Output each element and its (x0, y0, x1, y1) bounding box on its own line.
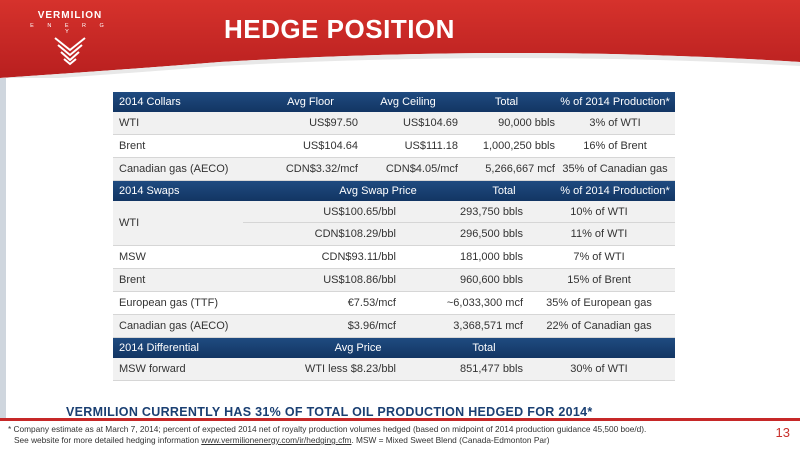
collars-r0-c2: US$104.69 (402, 117, 458, 129)
table-row: MSW forward WTI less $8.23/bbl 851,477 b… (113, 358, 675, 381)
collars-r2-c2: CDN$4.05/mcf (385, 163, 458, 175)
footnote-line2-pre: See website for more detailed hedging in… (14, 435, 202, 445)
swaps-r3-c2: 3,368,571 mcf (453, 320, 523, 332)
collars-r0-c1: US$97.50 (309, 117, 358, 129)
swaps-wti-r0-c2: 10% of WTI (570, 205, 628, 218)
table-row: Canadian gas (AECO) CDN$3.32/mcf CDN$4.0… (113, 158, 675, 181)
differential-header: 2014 Differential Avg Price Total (113, 338, 675, 358)
logo-chevron-icon (54, 37, 86, 66)
collars-r1-c4: 16% of Brent (583, 140, 647, 152)
collars-h4: % of 2014 Production* (560, 96, 670, 108)
swaps-h1: Avg Swap Price (339, 185, 417, 197)
collars-r2-c3: 5,266,667 mcf (485, 163, 555, 175)
swaps-h3: % of 2014 Production* (560, 185, 670, 197)
swaps-r1-c1: US$108.86/bbl (323, 274, 396, 286)
hedge-table: 2014 Collars Avg Floor Avg Ceiling Total… (113, 92, 675, 381)
table-row: MSW CDN$93.11/bbl 181,000 bbls 7% of WTI (113, 246, 675, 269)
swaps-r3-c3: 22% of Canadian gas (546, 320, 652, 332)
diff-r0-c1: WTI less $8.23/bbl (304, 363, 396, 375)
swaps-r2-c1: €7.53/mcf (347, 297, 396, 309)
swaps-r3-c0: Canadian gas (AECO) (119, 320, 229, 332)
swaps-wti-r1-c1: 296,500 bbls (460, 228, 523, 240)
collars-r1-c0: Brent (119, 140, 146, 152)
table-row: Brent US$108.86/bbl 960,600 bbls 15% of … (113, 269, 675, 292)
swaps-r1-c0: Brent (119, 274, 146, 286)
swaps-r2-c2: ~6,033,300 mcf (446, 297, 523, 309)
collars-header: 2014 Collars Avg Floor Avg Ceiling Total… (113, 92, 675, 112)
swaps-wti-block: WTI US$100.65/bbl 293,750 bbls 10% of WT… (113, 201, 675, 246)
collars-h2: Avg Ceiling (380, 96, 436, 108)
footnote-line2: See website for more detailed hedging in… (8, 435, 768, 446)
swaps-r1-c3: 15% of Brent (567, 274, 631, 286)
collars-h3: Total (494, 96, 519, 108)
collars-r0-c4: 3% of WTI (589, 117, 641, 129)
swaps-wti-r0-c1: 293,750 bbls (460, 205, 523, 218)
diff-r0-c2: 851,477 bbls (460, 363, 523, 375)
collars-r2-c4: 35% of Canadian gas (562, 163, 668, 175)
collars-r2-c0: Canadian gas (AECO) (119, 163, 229, 175)
collars-h0: 2014 Collars (119, 96, 181, 108)
diff-h1: Avg Price (334, 342, 382, 354)
footnote: * Company estimate as at March 7, 2014; … (8, 424, 768, 446)
swaps-header: 2014 Swaps Avg Swap Price Total % of 201… (113, 181, 675, 201)
swaps-r0-c2: 181,000 bbls (460, 251, 523, 263)
diff-h0: 2014 Differential (119, 342, 199, 354)
table-row: CDN$108.29/bbl 296,500 bbls 11% of WTI (243, 223, 675, 245)
swaps-wti-r0-c0: US$100.65/bbl (323, 205, 396, 218)
collars-r1-c3: 1,000,250 bbls (482, 140, 555, 152)
diff-h2: Total (472, 342, 496, 354)
footnote-line2-post: . MSW = Mixed Sweet Blend (Canada-Edmont… (351, 435, 550, 445)
swaps-wti-label: WTI (119, 217, 140, 229)
table-row: Canadian gas (AECO) $3.96/mcf 3,368,571 … (113, 315, 675, 338)
headline: VERMILION CURRENTLY HAS 31% OF TOTAL OIL… (66, 405, 593, 419)
swaps-r3-c1: $3.96/mcf (347, 320, 396, 332)
collars-r1-c2: US$111.18 (404, 140, 458, 152)
page-number: 13 (775, 425, 790, 440)
collars-r2-c1: CDN$3.32/mcf (285, 163, 358, 175)
collars-r0-c3: 90,000 bbls (498, 117, 555, 129)
swaps-h0: 2014 Swaps (119, 185, 180, 197)
logo-sub: E N E R G Y (30, 23, 110, 35)
collars-r0-c0: WTI (119, 117, 140, 129)
table-row: WTI US$97.50 US$104.69 90,000 bbls 3% of… (113, 112, 675, 135)
swaps-r2-c0: European gas (TTF) (119, 297, 219, 309)
table-row: US$100.65/bbl 293,750 bbls 10% of WTI (243, 201, 675, 223)
footnote-line1: * Company estimate as at March 7, 2014; … (8, 424, 647, 434)
swaps-r0-c0: MSW (119, 251, 146, 263)
swaps-r2-c3: 35% of European gas (546, 297, 652, 309)
diff-r0-c3: 30% of WTI (570, 363, 628, 375)
collars-r1-c1: US$104.64 (302, 140, 358, 152)
swaps-r1-c2: 960,600 bbls (460, 274, 523, 286)
logo-name: VERMILION (37, 10, 103, 21)
diff-r0-c0: MSW forward (119, 363, 186, 375)
swaps-wti-r1-c2: 11% of WTI (570, 228, 628, 240)
swaps-r0-c1: CDN$93.11/bbl (321, 251, 396, 263)
left-accent (0, 78, 6, 418)
bottom-bar (0, 418, 800, 421)
table-row: European gas (TTF) €7.53/mcf ~6,033,300 … (113, 292, 675, 315)
page-title: HEDGE POSITION (224, 14, 455, 44)
vermilion-logo: VERMILION E N E R G Y (30, 6, 110, 74)
swaps-r0-c3: 7% of WTI (573, 251, 625, 263)
swaps-h2: Total (492, 185, 516, 197)
hedging-link[interactable]: www.vermilionenergy.com/ir/hedging.cfm (201, 435, 352, 445)
table-row: Brent US$104.64 US$111.18 1,000,250 bbls… (113, 135, 675, 158)
collars-h1: Avg Floor (287, 96, 334, 108)
swaps-wti-r1-c0: CDN$108.29/bbl (314, 228, 396, 240)
header-band (0, 0, 800, 78)
